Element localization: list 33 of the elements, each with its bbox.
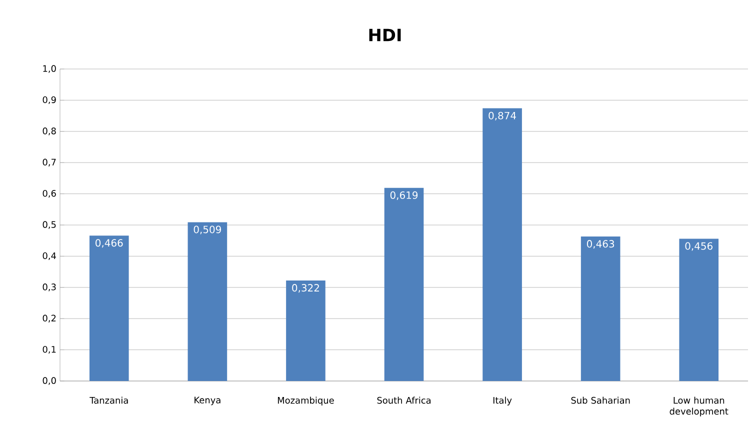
- x-tick-label: South Africa: [377, 396, 431, 404]
- x-tick-label: Low human development: [670, 396, 728, 416]
- y-tick-label: 0,1: [42, 346, 56, 354]
- y-tick-label: 0,9: [42, 96, 56, 104]
- bar: [580, 236, 620, 381]
- data-label: 0,456: [685, 242, 712, 251]
- x-tick-label: Sub Saharian: [571, 396, 630, 404]
- y-tick-label: 0,8: [42, 128, 56, 136]
- bar: [384, 188, 424, 381]
- data-label: 0,463: [586, 240, 614, 249]
- bar: [188, 222, 228, 381]
- data-label: 0,466: [96, 239, 123, 248]
- y-tick-label: 0,6: [42, 190, 56, 198]
- chart-title: HDI: [369, 28, 401, 42]
- data-label: 0,619: [390, 191, 418, 200]
- y-tick-label: 0,4: [42, 252, 56, 260]
- bar: [482, 108, 522, 381]
- y-tick-label: 0,3: [42, 284, 56, 292]
- y-tick-label: 1,0: [43, 65, 56, 73]
- x-tick-label: Mozambique: [278, 396, 334, 406]
- data-label: 0,322: [292, 284, 319, 293]
- x-tick-label: Tanzania: [90, 396, 128, 404]
- data-label: 0,509: [194, 226, 221, 234]
- x-tick-label: Kenya: [194, 396, 220, 406]
- y-tick-label: 0,2: [42, 314, 56, 322]
- data-label: 0,874: [488, 112, 516, 120]
- bar: [679, 238, 719, 381]
- y-tick-label: 0,0: [42, 377, 56, 385]
- x-tick-label: Italy: [493, 396, 512, 406]
- y-tick-label: 0,5: [42, 221, 56, 229]
- y-tick-label: 0,7: [42, 158, 56, 166]
- bar: [89, 236, 129, 381]
- bar: [286, 280, 326, 381]
